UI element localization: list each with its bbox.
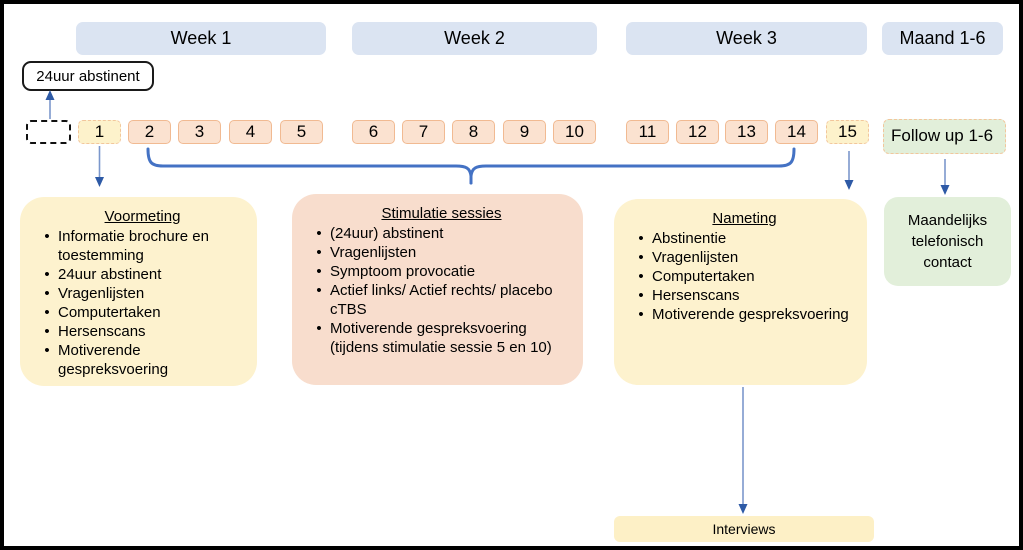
day-box-1: 1 bbox=[78, 120, 121, 144]
abstinent-note-box: 24uur abstinent bbox=[22, 61, 154, 91]
arrow-day15-nameting bbox=[844, 151, 854, 190]
list-item: Vragenlijsten bbox=[36, 284, 249, 303]
list-item: Abstinentie bbox=[630, 229, 859, 248]
list-item: (24uur) abstinent bbox=[308, 224, 575, 243]
list-item: Motiverende gespreksvoering bbox=[630, 305, 859, 324]
day-box-12: 12 bbox=[676, 120, 719, 144]
arrow-day1-voormeting bbox=[95, 146, 104, 187]
bullet-icon bbox=[630, 229, 652, 248]
bullet-icon bbox=[308, 243, 330, 262]
day-box-15: 15 bbox=[826, 120, 869, 144]
week-1-header: Week 1 bbox=[76, 22, 326, 55]
contact-box: Maandelijks telefonisch contact bbox=[884, 197, 1011, 286]
day-box-14: 14 bbox=[775, 120, 818, 144]
bullet-icon bbox=[36, 322, 58, 341]
list-item: Vragenlijsten bbox=[308, 243, 575, 262]
bullet-icon bbox=[36, 227, 58, 265]
day-box-empty bbox=[26, 120, 71, 144]
day-box-10: 10 bbox=[553, 120, 596, 144]
interviews-label: Interviews bbox=[712, 521, 776, 537]
bullet-icon bbox=[308, 262, 330, 281]
day-box-11: 11 bbox=[626, 120, 669, 144]
bullet-icon bbox=[630, 267, 652, 286]
abstinent-note-label: 24uur abstinent bbox=[36, 67, 140, 85]
section-stimulatie: Stimulatie sessies (24uur) abstinent Vra… bbox=[292, 194, 583, 385]
bullet-icon bbox=[308, 319, 330, 357]
list-item: Computertaken bbox=[630, 267, 859, 286]
voormeting-title: Voormeting bbox=[104, 208, 181, 225]
day-box-4: 4 bbox=[229, 120, 272, 144]
day-box-6: 6 bbox=[352, 120, 395, 144]
bullet-icon bbox=[36, 341, 58, 379]
day-box-9: 9 bbox=[503, 120, 546, 144]
day-box-7: 7 bbox=[402, 120, 445, 144]
list-item: Actief links/ Actief rechts/ placebo cTB… bbox=[308, 281, 575, 319]
section-voormeting: Voormeting Informatie brochure en toeste… bbox=[20, 197, 257, 386]
bullet-icon bbox=[308, 281, 330, 319]
arrow-followup-contact bbox=[940, 159, 950, 195]
week-3-header: Week 3 bbox=[626, 22, 867, 55]
bullet-icon bbox=[630, 305, 652, 324]
follow-up-label: Follow up 1-6 bbox=[891, 126, 994, 145]
list-item: Motiverende gespreksvoering bbox=[36, 341, 249, 379]
list-item: Vragenlijsten bbox=[630, 248, 859, 267]
stimulatie-title: Stimulatie sessies bbox=[381, 205, 502, 222]
list-item: Hersenscans bbox=[36, 322, 249, 341]
list-item: Informatie brochure en toestemming bbox=[36, 227, 249, 265]
day-box-2: 2 bbox=[128, 120, 171, 144]
list-item: Hersenscans bbox=[630, 286, 859, 305]
day-box-5: 5 bbox=[280, 120, 323, 144]
bullet-icon bbox=[36, 265, 58, 284]
brace-days-2-14 bbox=[146, 147, 796, 185]
arrow-abstinent-note bbox=[45, 90, 55, 119]
week-2-header: Week 2 bbox=[352, 22, 597, 55]
bullet-icon bbox=[308, 224, 330, 243]
list-item: 24uur abstinent bbox=[36, 265, 249, 284]
bullet-icon bbox=[630, 248, 652, 267]
list-item: Symptoom provocatie bbox=[308, 262, 575, 281]
interviews-box: Interviews bbox=[614, 516, 874, 542]
bullet-icon bbox=[630, 286, 652, 305]
section-nameting: Nameting Abstinentie Vragenlijsten Compu… bbox=[614, 199, 867, 385]
day-box-8: 8 bbox=[452, 120, 495, 144]
follow-up-box: Follow up 1-6 bbox=[883, 119, 1006, 154]
bullet-icon bbox=[36, 303, 58, 322]
arrow-nameting-interviews bbox=[738, 387, 748, 514]
bullet-icon bbox=[36, 284, 58, 303]
day-box-3: 3 bbox=[178, 120, 221, 144]
day-box-13: 13 bbox=[725, 120, 768, 144]
contact-label: Maandelijks telefonisch contact bbox=[907, 212, 988, 271]
month-1-6-header: Maand 1-6 bbox=[882, 22, 1003, 55]
list-item: Computertaken bbox=[36, 303, 249, 322]
list-item: Motiverende gespreksvoering (tijdens sti… bbox=[308, 319, 575, 357]
nameting-title: Nameting bbox=[712, 210, 777, 227]
